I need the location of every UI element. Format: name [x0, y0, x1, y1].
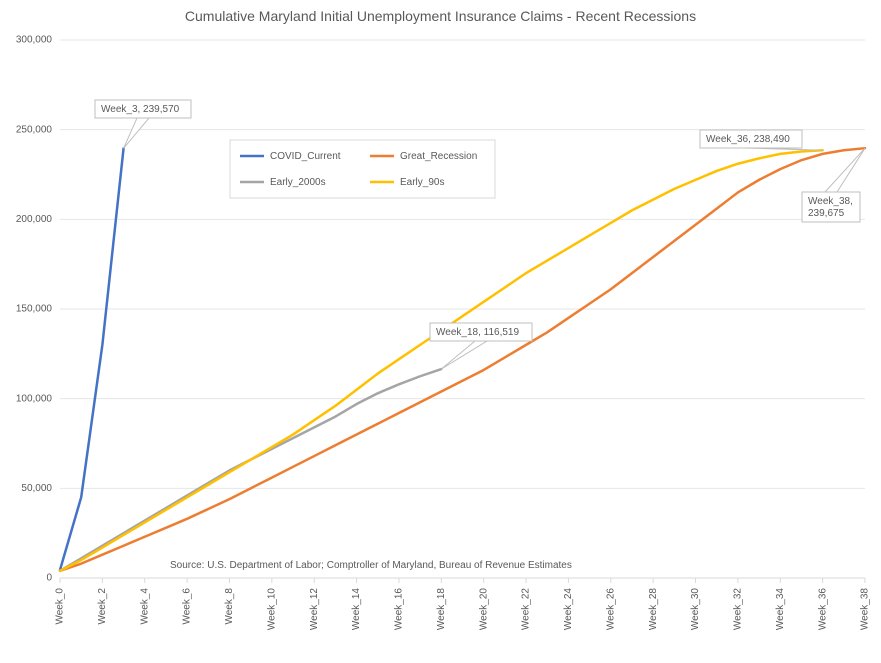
svg-text:COVID_Current: COVID_Current [270, 151, 341, 162]
svg-text:0: 0 [46, 573, 52, 584]
svg-text:Week_34: Week_34 [775, 588, 786, 631]
svg-text:Week_4: Week_4 [139, 588, 150, 625]
svg-text:300,000: 300,000 [16, 35, 53, 46]
svg-text:Week_14: Week_14 [351, 588, 362, 631]
svg-text:Week_18: Week_18 [436, 588, 447, 631]
svg-text:Week_20: Week_20 [478, 588, 489, 631]
svg-text:Week_12: Week_12 [309, 588, 320, 631]
svg-text:Week_18, 116,519: Week_18, 116,519 [436, 327, 519, 338]
chart-svg: 0 50,000 100,000 150,000 200,000 250,000 300,0… [0, 0, 881, 663]
svg-text:Week_16: Week_16 [394, 588, 405, 631]
svg-text:100,000: 100,000 [16, 393, 53, 404]
svg-text:Week_2: Week_2 [97, 588, 108, 625]
svg-text:Week_32: Week_32 [733, 588, 744, 631]
svg-text:50,000: 50,000 [21, 483, 52, 494]
svg-text:Week_36: Week_36 [817, 588, 828, 631]
svg-text:239,675: 239,675 [808, 208, 845, 219]
svg-text:200,000: 200,000 [16, 214, 53, 225]
svg-text:Week_24: Week_24 [563, 588, 574, 631]
svg-text:Week_6: Week_6 [182, 588, 193, 625]
svg-text:Early_2000s: Early_2000s [270, 177, 326, 188]
svg-text:Week_3, 239,570: Week_3, 239,570 [101, 104, 180, 115]
svg-text:Week_8: Week_8 [224, 588, 235, 625]
svg-text:Source: U.S. Department of La: Source: U.S. Department of Labor; Comptr… [170, 560, 572, 571]
chart-title: Cumulative Maryland Initial Unemployment… [0, 8, 881, 24]
svg-text:Early_90s: Early_90s [400, 177, 444, 188]
svg-text:Week_38: Week_38 [860, 588, 871, 631]
svg-text:Week_10: Week_10 [266, 588, 277, 631]
svg-text:Great_Recession: Great_Recession [400, 151, 477, 162]
svg-text:250,000: 250,000 [16, 124, 53, 135]
svg-text:Week_36, 238,490: Week_36, 238,490 [706, 134, 790, 145]
svg-text:Week_26: Week_26 [605, 588, 616, 631]
svg-text:Week_28: Week_28 [648, 588, 659, 631]
svg-text:Week_30: Week_30 [690, 588, 701, 631]
svg-text:Week_0: Week_0 [55, 588, 66, 625]
chart-container: Cumulative Maryland Initial Unemployment… [0, 0, 881, 663]
svg-text:150,000: 150,000 [16, 304, 53, 315]
svg-text:Week_38,: Week_38, [808, 196, 853, 207]
svg-text:Week_22: Week_22 [521, 588, 532, 631]
